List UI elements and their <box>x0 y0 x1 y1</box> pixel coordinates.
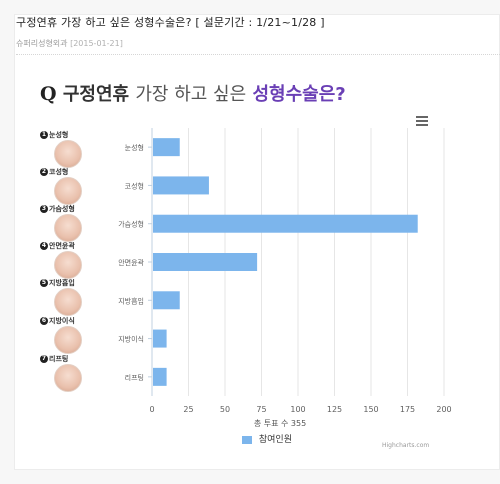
chart-headline: Q 구정연휴 가장 하고 싶은 성형수술은? <box>40 80 346 106</box>
lifting-photo-icon <box>54 364 82 392</box>
hamburger-menu-icon[interactable] <box>416 116 428 126</box>
category-label: 지방흡입 <box>118 296 144 305</box>
side-item-7: 7 리프팅 <box>40 354 120 394</box>
divider <box>16 54 500 55</box>
nose-photo-icon <box>54 177 82 205</box>
side-item-text: 리프팅 <box>49 355 69 363</box>
x-tick-label: 125 <box>327 405 342 414</box>
chart-legend[interactable]: 참여인원 <box>242 432 292 445</box>
side-item-number: 5 <box>40 279 48 287</box>
category-label: 리프팅 <box>125 373 144 382</box>
side-item-text: 코성형 <box>49 168 69 176</box>
bar[interactable] <box>153 138 180 157</box>
x-tick-label: 75 <box>256 405 266 414</box>
bar[interactable] <box>153 291 180 310</box>
bar[interactable] <box>153 367 167 386</box>
x-tick-label: 150 <box>363 405 378 414</box>
category-label: 눈성형 <box>125 143 144 152</box>
post-card <box>14 14 500 470</box>
post-meta: 슈퍼리성형외과 [2015-01-21] <box>16 38 123 49</box>
bar[interactable] <box>153 176 209 195</box>
side-item-3: 3 가슴성형 <box>40 204 120 244</box>
side-item-label: 1 눈성형 <box>40 130 68 140</box>
side-item-number: 1 <box>40 131 48 139</box>
legend-swatch <box>242 435 252 444</box>
headline-part3: 성형수술은? <box>252 84 346 105</box>
side-item-label: 3 가슴성형 <box>40 204 75 214</box>
side-item-label: 4 안면윤곽 <box>40 241 75 251</box>
side-item-text: 가슴성형 <box>49 205 75 213</box>
side-item-number: 2 <box>40 168 48 176</box>
side-item-text: 지방이식 <box>49 317 75 325</box>
x-tick-label: 50 <box>220 405 230 414</box>
side-item-label: 2 코성형 <box>40 167 68 177</box>
category-label: 코성형 <box>125 181 144 190</box>
eye-photo-icon <box>54 140 82 168</box>
face-photo-icon <box>54 326 82 354</box>
x-tick-label: 200 <box>436 405 451 414</box>
side-item-label: 6 지방이식 <box>40 316 75 326</box>
bar[interactable] <box>153 253 258 271</box>
side-item-number: 3 <box>40 205 48 213</box>
side-item-text: 눈성형 <box>49 131 69 139</box>
side-item-label: 7 리프팅 <box>40 354 68 364</box>
category-label: 지방이식 <box>118 335 144 344</box>
x-axis-title: 총 투표 수 355 <box>254 419 306 428</box>
category-label: 가슴성형 <box>118 220 144 229</box>
side-item-5: 5 지방흡입 <box>40 278 120 318</box>
side-item-number: 7 <box>40 355 48 363</box>
side-item-number: 6 <box>40 317 48 325</box>
body-photo-icon <box>54 214 82 242</box>
side-item-1: 1 눈성형 <box>40 130 120 170</box>
chart-credit[interactable]: Highcharts.com <box>382 442 430 449</box>
belly-photo-icon <box>54 288 82 316</box>
x-tick-label: 25 <box>183 405 193 414</box>
x-tick-label: 0 <box>149 405 154 414</box>
bar[interactable] <box>153 214 418 233</box>
headline-part1: 구정연휴 <box>62 84 130 105</box>
side-item-6: 6 지방이식 <box>40 316 120 356</box>
side-item-number: 4 <box>40 242 48 250</box>
bar[interactable] <box>153 329 167 348</box>
headline-part2: 가장 하고 싶은 <box>135 84 247 105</box>
x-tick-label: 100 <box>290 405 305 414</box>
post-date: [2015-01-21] <box>70 39 123 48</box>
side-item-4: 4 안면윤곽 <box>40 241 120 281</box>
side-item-text: 지방흡입 <box>49 279 75 287</box>
face-contour-photo-icon <box>54 251 82 279</box>
side-item-label: 5 지방흡입 <box>40 278 75 288</box>
category-label: 안면윤곽 <box>118 258 144 267</box>
x-tick-label: 175 <box>400 405 415 414</box>
side-item-text: 안면윤곽 <box>49 242 75 250</box>
post-title[interactable]: 구정연휴 가장 하고 싶은 성형수술은? [ 설문기간 : 1/21~1/28 … <box>16 16 325 29</box>
legend-label: 참여인원 <box>258 435 292 445</box>
headline-q: Q <box>40 83 57 105</box>
side-item-2: 2 코성형 <box>40 167 120 207</box>
post-author: 슈퍼리성형외과 <box>16 39 68 48</box>
